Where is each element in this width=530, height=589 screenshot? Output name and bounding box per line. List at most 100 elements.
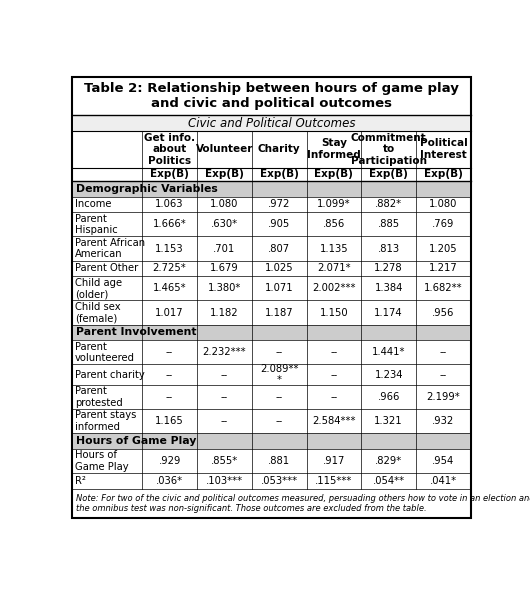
Text: 1.666*: 1.666* (153, 219, 187, 229)
Text: .813: .813 (377, 243, 400, 253)
Text: 2.199*: 2.199* (427, 392, 460, 402)
Text: 1.063: 1.063 (155, 200, 184, 210)
Text: 1.321: 1.321 (374, 416, 403, 426)
Text: 1.217: 1.217 (429, 263, 458, 273)
Text: Commitment
to
Participation: Commitment to Participation (351, 133, 427, 166)
Bar (73, 325, 470, 340)
Bar (73, 181, 470, 197)
Text: .881: .881 (268, 456, 290, 466)
Text: Exp(B): Exp(B) (205, 169, 244, 179)
Text: 1.135: 1.135 (320, 243, 348, 253)
Text: Exp(B): Exp(B) (260, 169, 298, 179)
Text: 2.002***: 2.002*** (312, 283, 356, 293)
Text: .036*: .036* (156, 476, 183, 486)
Text: .053***: .053*** (261, 476, 298, 486)
Text: .882*: .882* (375, 200, 402, 210)
Text: 1.182: 1.182 (210, 307, 239, 317)
Text: Child sex
(female): Child sex (female) (75, 302, 120, 323)
Text: Parent stays
informed: Parent stays informed (75, 411, 136, 432)
Text: .807: .807 (268, 243, 290, 253)
Text: .701: .701 (213, 243, 235, 253)
Text: 1.174: 1.174 (374, 307, 403, 317)
Text: .041*: .041* (430, 476, 457, 486)
Text: .905: .905 (268, 219, 290, 229)
Text: --: -- (330, 348, 338, 358)
Text: --: -- (220, 392, 228, 402)
Text: 1.017: 1.017 (155, 307, 184, 317)
Text: 2.089**
*: 2.089** * (260, 364, 298, 385)
Text: 1.205: 1.205 (429, 243, 458, 253)
Bar (73, 433, 470, 449)
Text: 2.584***: 2.584*** (312, 416, 356, 426)
Bar (73, 115, 470, 131)
Text: 2.725*: 2.725* (153, 263, 187, 273)
Text: Parent
volunteered: Parent volunteered (75, 342, 135, 363)
Text: .954: .954 (432, 456, 455, 466)
Text: --: -- (166, 348, 173, 358)
Text: .856: .856 (323, 219, 345, 229)
Text: Exp(B): Exp(B) (150, 169, 189, 179)
Text: .829*: .829* (375, 456, 402, 466)
Text: 1.187: 1.187 (265, 307, 294, 317)
Text: Parent charity: Parent charity (75, 370, 145, 380)
Text: Parent African
American: Parent African American (75, 238, 145, 259)
Text: .855*: .855* (211, 456, 238, 466)
Text: Charity: Charity (258, 144, 301, 154)
Text: 1.384: 1.384 (375, 283, 403, 293)
Text: Parent
protested: Parent protested (75, 386, 122, 408)
Text: 1.153: 1.153 (155, 243, 184, 253)
Text: --: -- (276, 392, 282, 402)
Text: --: -- (330, 392, 338, 402)
Text: 1.682**: 1.682** (424, 283, 463, 293)
Text: 1.071: 1.071 (265, 283, 294, 293)
Text: Parent Other: Parent Other (75, 263, 138, 273)
Text: R²: R² (75, 476, 86, 486)
Text: --: -- (220, 416, 228, 426)
Text: Demographic Variables: Demographic Variables (76, 184, 217, 194)
Text: --: -- (440, 370, 447, 380)
Text: .769: .769 (432, 219, 455, 229)
Text: .956: .956 (432, 307, 455, 317)
Text: Table 2: Relationship between hours of game play
and civic and political outcome: Table 2: Relationship between hours of g… (84, 82, 459, 110)
Text: 1.025: 1.025 (265, 263, 294, 273)
Text: .054**: .054** (373, 476, 405, 486)
Text: Income: Income (75, 200, 111, 210)
Text: Note: For two of the civic and political outcomes measured, persuading others ho: Note: For two of the civic and political… (76, 494, 530, 513)
Text: --: -- (166, 370, 173, 380)
Text: --: -- (330, 370, 338, 380)
Text: --: -- (220, 370, 228, 380)
Text: 1.679: 1.679 (210, 263, 239, 273)
Text: Exp(B): Exp(B) (424, 169, 463, 179)
Text: Civic and Political Outcomes: Civic and Political Outcomes (188, 117, 356, 130)
Text: Political
Interest: Political Interest (420, 138, 467, 160)
Text: Get info.
about
Politics: Get info. about Politics (144, 133, 195, 166)
Text: .115***: .115*** (315, 476, 352, 486)
Text: 1.441*: 1.441* (372, 348, 405, 358)
Text: 1.465*: 1.465* (153, 283, 187, 293)
Text: .972: .972 (268, 200, 290, 210)
Text: 1.099*: 1.099* (317, 200, 351, 210)
Text: Hours of
Game Play: Hours of Game Play (75, 450, 128, 472)
Text: Stay
Informed: Stay Informed (307, 138, 361, 160)
Text: --: -- (276, 416, 282, 426)
Text: 1.278: 1.278 (374, 263, 403, 273)
Text: .885: .885 (377, 219, 400, 229)
Text: Parent
Hispanic: Parent Hispanic (75, 214, 118, 235)
Text: 1.165: 1.165 (155, 416, 184, 426)
Text: Exp(B): Exp(B) (314, 169, 354, 179)
Text: Child age
(older): Child age (older) (75, 277, 122, 299)
Text: .929: .929 (158, 456, 181, 466)
Text: 1.380*: 1.380* (208, 283, 241, 293)
Text: 1.080: 1.080 (210, 200, 238, 210)
Text: Exp(B): Exp(B) (369, 169, 408, 179)
Text: Volunteer: Volunteer (196, 144, 253, 154)
Text: .966: .966 (377, 392, 400, 402)
Text: --: -- (276, 348, 282, 358)
Text: 2.232***: 2.232*** (202, 348, 246, 358)
Text: .932: .932 (432, 416, 455, 426)
Text: --: -- (166, 392, 173, 402)
Text: 2.071*: 2.071* (317, 263, 351, 273)
Text: .103***: .103*** (206, 476, 243, 486)
Text: 1.234: 1.234 (374, 370, 403, 380)
Text: 1.080: 1.080 (429, 200, 457, 210)
